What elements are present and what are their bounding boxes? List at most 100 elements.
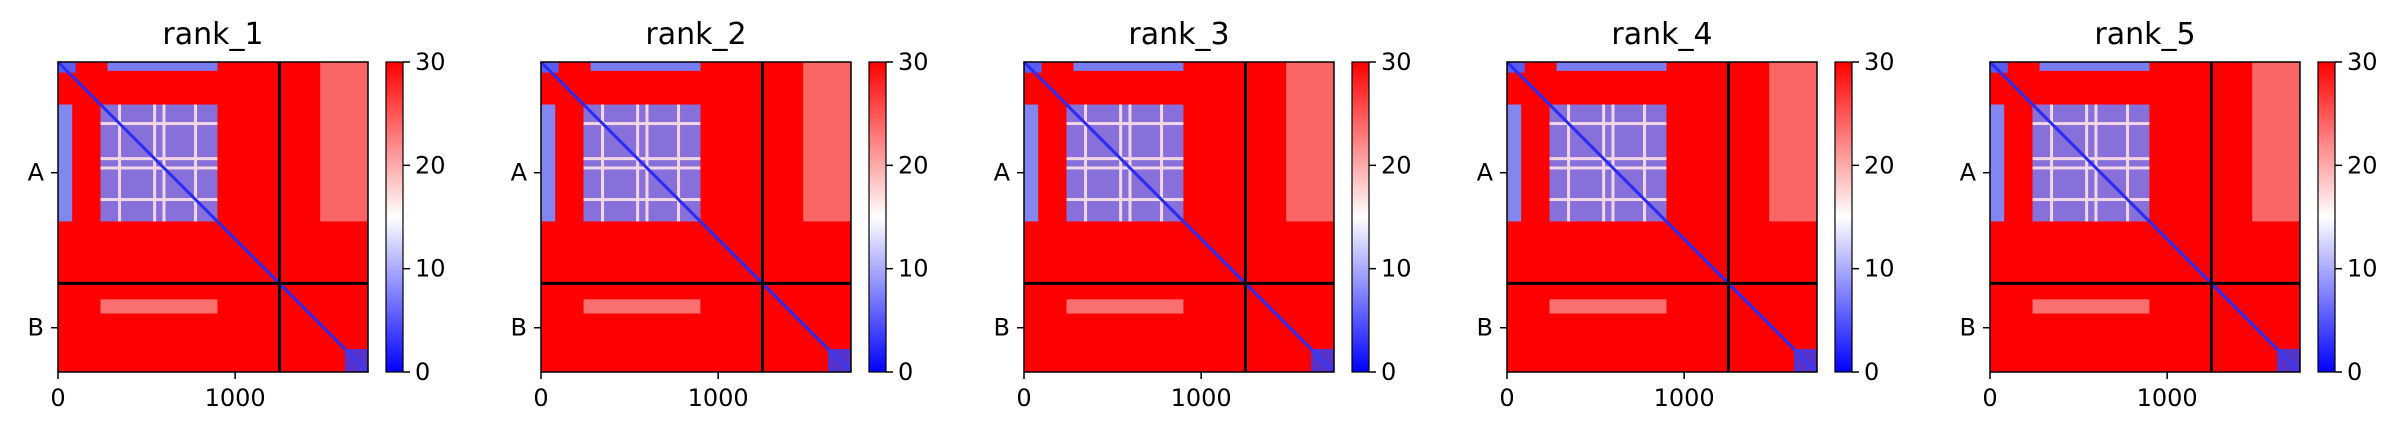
y-tick-label: A bbox=[28, 159, 45, 187]
block-gridline bbox=[153, 104, 157, 222]
colorbar-tick-label: 10 bbox=[1864, 255, 1895, 283]
x-tick-label: 0 bbox=[1499, 384, 1514, 412]
colorbar-tick-label: 0 bbox=[898, 358, 913, 386]
colorbar-tick-label: 20 bbox=[1864, 151, 1895, 179]
block-gridline bbox=[601, 104, 605, 222]
y-tick-label: A bbox=[994, 159, 1011, 187]
colorbar-tick-label: 30 bbox=[1864, 48, 1895, 76]
block-gridline bbox=[583, 122, 701, 126]
low-error-strip bbox=[107, 62, 218, 71]
low-error-strip bbox=[1556, 62, 1667, 71]
low-error-strip bbox=[1024, 104, 1039, 222]
colorbar bbox=[1834, 61, 1853, 373]
axes-frame bbox=[1506, 61, 1818, 373]
y-tick-label: B bbox=[511, 314, 527, 342]
block-gridline bbox=[1066, 198, 1184, 202]
colorbar-tick-label: 10 bbox=[898, 255, 929, 283]
low-error-strip bbox=[590, 62, 701, 71]
y-tick-label: B bbox=[28, 314, 44, 342]
block-gridline bbox=[1549, 166, 1667, 170]
x-tick-label: 0 bbox=[533, 384, 548, 412]
colorbar bbox=[385, 61, 404, 373]
block-gridline bbox=[636, 104, 640, 222]
block-gridline bbox=[1066, 166, 1184, 170]
low-error-corner bbox=[1310, 348, 1334, 372]
low-error-strip bbox=[541, 62, 559, 73]
low-error-strip bbox=[541, 104, 556, 222]
y-tick-label: A bbox=[1477, 159, 1494, 187]
block-gridline bbox=[1084, 104, 1088, 222]
streak-region bbox=[100, 299, 218, 314]
low-error-strip bbox=[1507, 104, 1522, 222]
y-tick-label: B bbox=[994, 314, 1010, 342]
colorbar-tick-label: 0 bbox=[1381, 358, 1396, 386]
colorbar-tick-label: 20 bbox=[415, 151, 446, 179]
colorbar-tick-label: 10 bbox=[2347, 255, 2378, 283]
block-gridline bbox=[1066, 122, 1184, 126]
block-gridline bbox=[118, 104, 122, 222]
block-gridline bbox=[1160, 104, 1164, 222]
heatmap-panel-1: rank_1 A B 0 1000 0 10 20 30 bbox=[28, 17, 446, 412]
heatmap-panel-4: rank_4 A B 0 1000 0 10 20 30 bbox=[1477, 17, 1895, 412]
block-gridline bbox=[1611, 104, 1615, 222]
block-gridline bbox=[1549, 157, 1667, 161]
block-gridline bbox=[2126, 104, 2130, 222]
panel-title: rank_3 bbox=[1128, 17, 1229, 52]
x-tick-label: 0 bbox=[50, 384, 65, 412]
panel-title: rank_4 bbox=[1611, 17, 1712, 52]
y-tick-label: B bbox=[1960, 314, 1976, 342]
heatmap-panel-3: rank_3 A B 0 1000 0 10 20 30 bbox=[994, 17, 1412, 412]
streak-region bbox=[803, 62, 851, 222]
colorbar-tick-label: 30 bbox=[2347, 48, 2378, 76]
x-tick-label: 1000 bbox=[688, 384, 749, 412]
colorbar bbox=[1351, 61, 1370, 373]
block-gridline bbox=[194, 104, 198, 222]
axes-frame bbox=[1989, 61, 2301, 373]
colorbar-tick-label: 0 bbox=[1864, 358, 1879, 386]
x-tick-label: 1000 bbox=[205, 384, 266, 412]
block-gridline bbox=[1549, 122, 1667, 126]
block-gridline bbox=[2032, 166, 2150, 170]
diagonal bbox=[1022, 60, 1336, 374]
x-tick-label: 1000 bbox=[2137, 384, 2198, 412]
diagonal bbox=[539, 60, 853, 374]
block-gridline bbox=[2032, 122, 2150, 126]
block-gridline bbox=[2085, 104, 2089, 222]
y-tick-label: B bbox=[1477, 314, 1493, 342]
panel-title: rank_1 bbox=[162, 17, 263, 52]
block-gridline bbox=[2050, 104, 2054, 222]
block-gridline bbox=[2094, 104, 2098, 222]
x-tick-label: 0 bbox=[1016, 384, 1031, 412]
colorbar-tick-label: 10 bbox=[1381, 255, 1412, 283]
block-gridline bbox=[2032, 157, 2150, 161]
y-tick-label: A bbox=[511, 159, 528, 187]
axes-frame bbox=[57, 61, 369, 373]
low-error-strip bbox=[58, 62, 76, 73]
block-gridline bbox=[1602, 104, 1606, 222]
low-error-strip bbox=[1073, 62, 1184, 71]
low-error-strip bbox=[1507, 62, 1525, 73]
low-error-strip bbox=[58, 104, 73, 222]
block-gridline bbox=[1066, 157, 1184, 161]
streak-region bbox=[1549, 299, 1667, 314]
block-gridline bbox=[645, 104, 649, 222]
streak-region bbox=[1286, 62, 1334, 222]
block-gridline bbox=[1643, 104, 1647, 222]
low-error-corner bbox=[1793, 348, 1817, 372]
block-gridline bbox=[100, 198, 218, 202]
block-gridline bbox=[583, 198, 701, 202]
block-gridline bbox=[100, 122, 218, 126]
y-tick-label: A bbox=[1960, 159, 1977, 187]
block-gridline bbox=[583, 157, 701, 161]
block-gridline bbox=[100, 166, 218, 170]
streak-region bbox=[1769, 62, 1817, 222]
block-gridline bbox=[162, 104, 166, 222]
colorbar-tick-label: 20 bbox=[898, 151, 929, 179]
colorbar-tick-label: 0 bbox=[2347, 358, 2362, 386]
streak-region bbox=[1066, 299, 1184, 314]
colorbar-tick-label: 20 bbox=[2347, 151, 2378, 179]
panel-title: rank_2 bbox=[645, 17, 746, 52]
block-gridline bbox=[583, 166, 701, 170]
streak-region bbox=[320, 62, 368, 222]
